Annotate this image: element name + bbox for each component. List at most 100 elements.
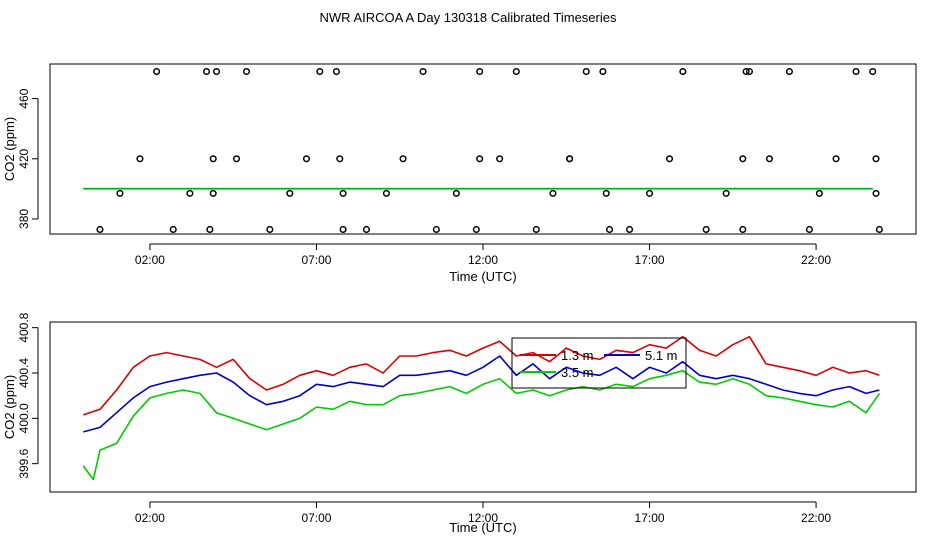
scatter-point: [872, 155, 880, 163]
scatter-point: [722, 189, 730, 197]
bottom-y-axis-label: CO2 (ppm): [2, 375, 17, 439]
scatter-point: [852, 67, 860, 76]
scatter-point: [206, 225, 214, 234]
top-x-tick-label: 17:00: [635, 253, 665, 267]
top-y-tick-label: 460: [17, 88, 31, 108]
bottom-x-axis: 02:00 07:00 12:00 17:00 22:00: [135, 501, 831, 525]
legend-label-2: 5.1 m: [645, 348, 678, 363]
top-x-axis-label: Time (UTC): [449, 269, 516, 284]
top-x-axis: 02:00 07:00 12:00 17:00 22:00: [135, 243, 831, 267]
scatter-point: [496, 155, 504, 163]
scatter-point: [805, 225, 813, 234]
scatter-point: [232, 155, 241, 163]
scatter-point: [316, 67, 324, 76]
scatter-point: [286, 189, 294, 197]
bottom-plot-frame: [49, 321, 917, 493]
scatter-point: [512, 67, 520, 76]
top-plot-frame: [49, 63, 917, 235]
scatter-point: [606, 225, 614, 234]
scatter-point: [875, 225, 883, 234]
scatter-point: [739, 225, 747, 234]
bottom-x-tick-label: 12:00: [468, 511, 498, 525]
bottom-x-tick-label: 07:00: [301, 511, 331, 525]
scatter-point: [336, 155, 344, 163]
scatter-point: [419, 67, 427, 76]
top-panel: 02:00 07:00 12:00 17:00 22:00 380 420 460 Time…: [2, 63, 917, 284]
scatter-point: [209, 155, 217, 163]
bottom-y-tick-label: 400.4: [17, 358, 31, 388]
top-x-tick-label: 12:00: [468, 253, 498, 267]
legend-box: [511, 337, 687, 389]
scatter-point: [153, 67, 161, 76]
scatter-point: [765, 155, 773, 163]
bottom-x-axis-label: Time (UTC): [449, 520, 516, 535]
scatter-point: [202, 67, 211, 76]
bottom-line-series: [82, 335, 881, 481]
top-x-tick-label: 07:00: [301, 253, 331, 267]
bottom-y-axis: 399.6 400.0 400.4 400.8: [17, 312, 39, 479]
scatter-point: [266, 225, 274, 234]
scatter-point: [209, 189, 217, 197]
series-line-1: [83, 335, 880, 416]
scatter-point: [362, 225, 370, 234]
scatter-point: [242, 67, 251, 76]
bottom-x-tick-label: 22:00: [801, 511, 831, 525]
scatter-point: [136, 155, 144, 163]
legend-label-3: 3.5 m: [561, 365, 594, 380]
scatter-point: [476, 155, 484, 163]
bottom-x-tick-label: 17:00: [635, 511, 665, 525]
bottom-panel: 02:00 07:00 12:00 17:00 22:00 399.6 400.0 400.…: [2, 312, 917, 535]
scatter-point: [549, 189, 557, 197]
scatter-point: [702, 225, 710, 234]
scatter-point: [679, 67, 687, 76]
top-x-tick-label: 22:00: [801, 253, 831, 267]
scatter-point: [452, 189, 460, 197]
series-line-3: [82, 369, 881, 481]
top-scatter-points: [96, 67, 883, 234]
scatter-point: [582, 67, 590, 76]
scatter-point: [339, 189, 347, 197]
scatter-point: [872, 189, 880, 197]
scatter-point: [472, 225, 480, 234]
scatter-point: [382, 189, 390, 197]
scatter-point: [869, 67, 877, 76]
scatter-point: [186, 189, 194, 197]
scatter-point: [742, 67, 750, 76]
bottom-x-tick-label: 02:00: [135, 511, 165, 525]
scatter-point: [116, 189, 124, 197]
scatter-point: [432, 225, 440, 234]
scatter-point: [665, 155, 674, 163]
bottom-y-tick-label: 400.8: [17, 312, 31, 342]
scatter-point: [785, 67, 793, 76]
scatter-point: [399, 155, 407, 163]
series-line-2: [83, 355, 880, 433]
top-y-tick-label: 420: [17, 148, 31, 168]
scatter-point: [169, 225, 177, 234]
scatter-point: [602, 189, 610, 197]
scatter-point: [96, 225, 104, 234]
scatter-point: [339, 225, 347, 234]
legend: 1.3 m 5.1 m 3.5 m: [511, 337, 687, 389]
chart-title: NWR AIRCOA A Day 130318 Calibrated Times…: [320, 10, 617, 25]
scatter-point: [645, 189, 654, 197]
scatter-point: [212, 67, 221, 76]
scatter-point: [626, 225, 634, 234]
legend-label-1: 1.3 m: [561, 348, 594, 363]
scatter-point: [332, 67, 340, 76]
scatter-point: [566, 155, 574, 163]
scatter-point: [739, 155, 747, 163]
top-x-tick-label: 02:00: [135, 253, 165, 267]
scatter-point: [815, 189, 823, 197]
top-y-tick-label: 380: [17, 209, 31, 229]
bottom-y-tick-label: 399.6: [17, 448, 31, 478]
scatter-point: [476, 67, 484, 76]
scatter-point: [302, 155, 311, 163]
top-y-axis-label: CO2 (ppm): [2, 117, 17, 181]
top-y-axis: 380 420 460: [17, 88, 39, 229]
scatter-point: [745, 67, 754, 76]
scatter-point: [532, 225, 540, 234]
bottom-y-tick-label: 400.0: [17, 403, 31, 433]
scatter-point: [832, 155, 840, 163]
scatter-point: [599, 67, 607, 76]
